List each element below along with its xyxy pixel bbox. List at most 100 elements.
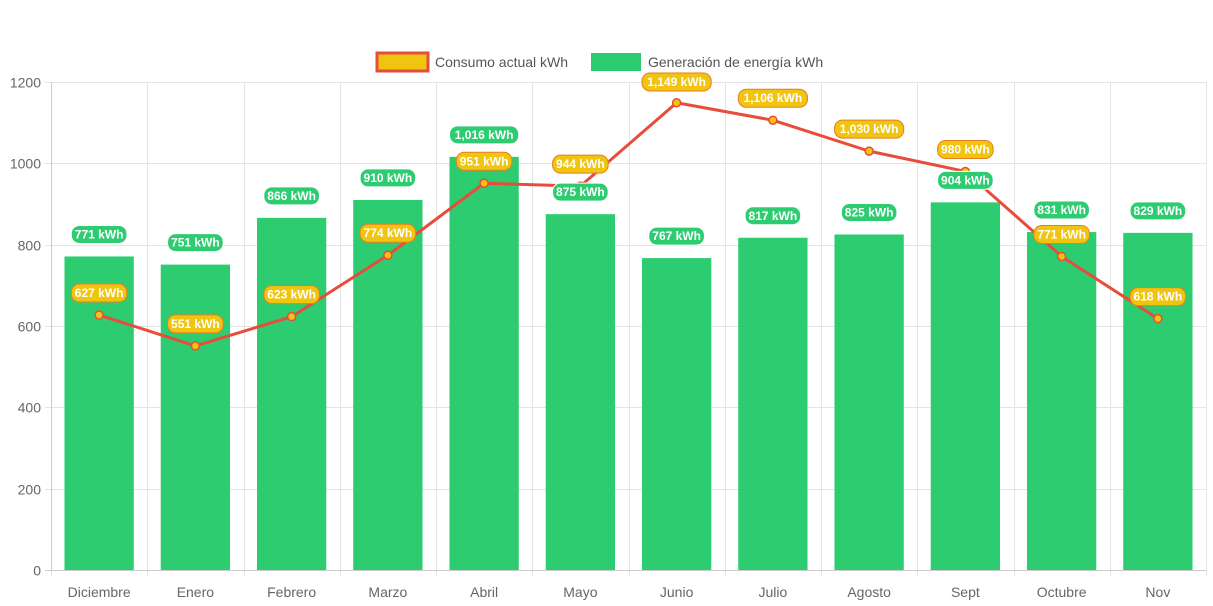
x-tick-label: Julio: [758, 584, 787, 600]
y-tick-label: 1200: [10, 75, 41, 91]
x-axis: Diciembre Enero Febrero Marzo Abril Mayo Junio…: [45, 570, 1206, 600]
data-label-consumo: 774 kWh: [359, 223, 417, 243]
data-label-generacion-text: 825 kWh: [845, 206, 894, 220]
y-tick-label: 1000: [10, 156, 41, 172]
data-label-consumo-text: 627 kWh: [75, 286, 124, 300]
bar-generacion[interactable]: [449, 156, 519, 570]
y-axis: 0 200 400 600 800 1000 1200: [10, 75, 52, 579]
data-label-consumo: 627 kWh: [70, 283, 128, 303]
bar-generacion[interactable]: [641, 258, 712, 570]
data-label-generacion-bg: [937, 170, 994, 190]
point-consumo[interactable]: [479, 178, 489, 189]
legend-label-generacion: Generación de energía kWh: [648, 54, 823, 70]
bar-generacion[interactable]: [545, 214, 616, 570]
legend-swatch-consumo: [375, 51, 430, 73]
point-consumo[interactable]: [94, 310, 104, 320]
bar-series-generacion: [64, 156, 1193, 571]
data-label-generacion-text: 904 kWh: [941, 173, 990, 187]
bar-generacion[interactable]: [64, 256, 134, 570]
data-label-generacion: 825 kWh: [840, 203, 898, 222]
data-label-consumo-bg: [455, 151, 513, 171]
bar-generacion[interactable]: [1026, 232, 1097, 570]
grid-lines: [45, 82, 1207, 576]
data-label-consumo-text: 951 kWh: [460, 154, 509, 168]
data-label-generacion-bg: [167, 233, 224, 253]
bar-generacion[interactable]: [1123, 232, 1193, 570]
data-label-generacion-bg: [648, 226, 705, 246]
x-tick-label: Marzo: [368, 584, 407, 600]
data-label-consumo-text: 774 kWh: [364, 226, 413, 240]
data-label-generacion-text: 829 kWh: [1134, 204, 1183, 218]
x-tick-label: Abril: [470, 584, 498, 600]
data-label-consumo: 1,030 kWh: [834, 119, 905, 139]
data-label-consumo-text: 980 kWh: [941, 142, 990, 156]
data-label-generacion-text: 751 kWh: [171, 236, 220, 250]
data-label-generacion-bg: [359, 168, 417, 188]
legend-item-consumo[interactable]: Consumo actual kWh: [375, 51, 568, 73]
point-consumo[interactable]: [1056, 251, 1067, 262]
x-tick-label: Octubre: [1037, 584, 1087, 600]
point-consumo[interactable]: [286, 311, 297, 322]
data-label-generacion-bg: [744, 206, 802, 226]
data-label-consumo-text: 944 kWh: [556, 157, 605, 171]
point-consumo[interactable]: [671, 97, 682, 108]
data-label-generacion-text: 910 kWh: [364, 171, 413, 185]
data-label-consumo-bg: [834, 119, 905, 139]
data-label-consumo: 1,106 kWh: [737, 88, 808, 108]
data-label-consumo-text: 623 kWh: [267, 288, 316, 302]
y-tick-label: 800: [18, 238, 42, 254]
data-label-generacion: 1,016 kWh: [449, 125, 520, 145]
legend-label-consumo: Consumo actual kWh: [435, 54, 568, 70]
bar-generacion[interactable]: [256, 217, 327, 570]
data-label-generacion: 817 kWh: [744, 206, 802, 226]
data-label-generacion: 875 kWh: [552, 182, 609, 202]
data-label-generacion-text: 831 kWh: [1037, 203, 1086, 217]
x-tick-label: Sept: [951, 584, 980, 600]
data-label-generacion-bg: [552, 182, 609, 202]
line-series-consumo: [94, 97, 1163, 351]
point-consumo[interactable]: [383, 250, 393, 260]
y-tick-label: 400: [18, 400, 42, 416]
point-consumo[interactable]: [1153, 313, 1163, 324]
data-label-consumo-bg: [1129, 287, 1187, 307]
point-consumo[interactable]: [190, 341, 201, 351]
data-label-generacion: 751 kWh: [167, 233, 224, 253]
data-label-consumo: 980 kWh: [937, 139, 994, 159]
x-tick-label: Diciembre: [68, 584, 131, 600]
point-consumo[interactable]: [768, 115, 778, 125]
data-label-consumo: 771 kWh: [1033, 224, 1090, 244]
data-label-consumo: 551 kWh: [167, 314, 224, 334]
x-tick-label: Junio: [660, 584, 694, 600]
data-label-consumo: 618 kWh: [1129, 287, 1187, 307]
chart-legend: Consumo actual kWh Generación de energía…: [375, 51, 823, 73]
data-label-generacion-text: 817 kWh: [749, 209, 798, 223]
point-consumo[interactable]: [864, 146, 874, 156]
data-label-consumo-bg: [1033, 224, 1090, 244]
data-label-consumo: 951 kWh: [455, 151, 513, 171]
data-label-consumo-text: 551 kWh: [171, 317, 220, 331]
legend-item-generacion[interactable]: Generación de energía kWh: [591, 53, 823, 71]
data-label-generacion: 831 kWh: [1033, 200, 1090, 220]
legend-swatch-generacion: [591, 53, 641, 71]
y-tick-label: 600: [18, 319, 42, 335]
data-label-generacion: 866 kWh: [263, 186, 320, 206]
data-label-generacion-bg: [449, 125, 520, 145]
bar-generacion[interactable]: [738, 237, 808, 570]
data-label-generacion-text: 1,016 kWh: [455, 128, 514, 142]
data-label-consumo-bg: [641, 72, 712, 92]
data-label-generacion-bg: [263, 186, 320, 206]
bar-generacion[interactable]: [930, 202, 1001, 570]
data-label-consumo-bg: [359, 223, 417, 243]
y-tick-label: 200: [18, 482, 42, 498]
data-label-generacion-bg: [1129, 201, 1187, 221]
bar-generacion[interactable]: [353, 199, 423, 570]
data-label-consumo-bg: [937, 139, 994, 159]
data-label-generacion: 829 kWh: [1129, 201, 1187, 221]
data-label-generacion-text: 866 kWh: [267, 189, 316, 203]
bar-generacion[interactable]: [834, 234, 904, 571]
data-label-generacion: 767 kWh: [648, 226, 705, 246]
bar-generacion[interactable]: [160, 264, 231, 570]
data-label-consumo-bg: [70, 283, 128, 303]
data-label-generacion-bg: [1033, 200, 1090, 220]
data-label-consumo: 623 kWh: [263, 285, 320, 305]
